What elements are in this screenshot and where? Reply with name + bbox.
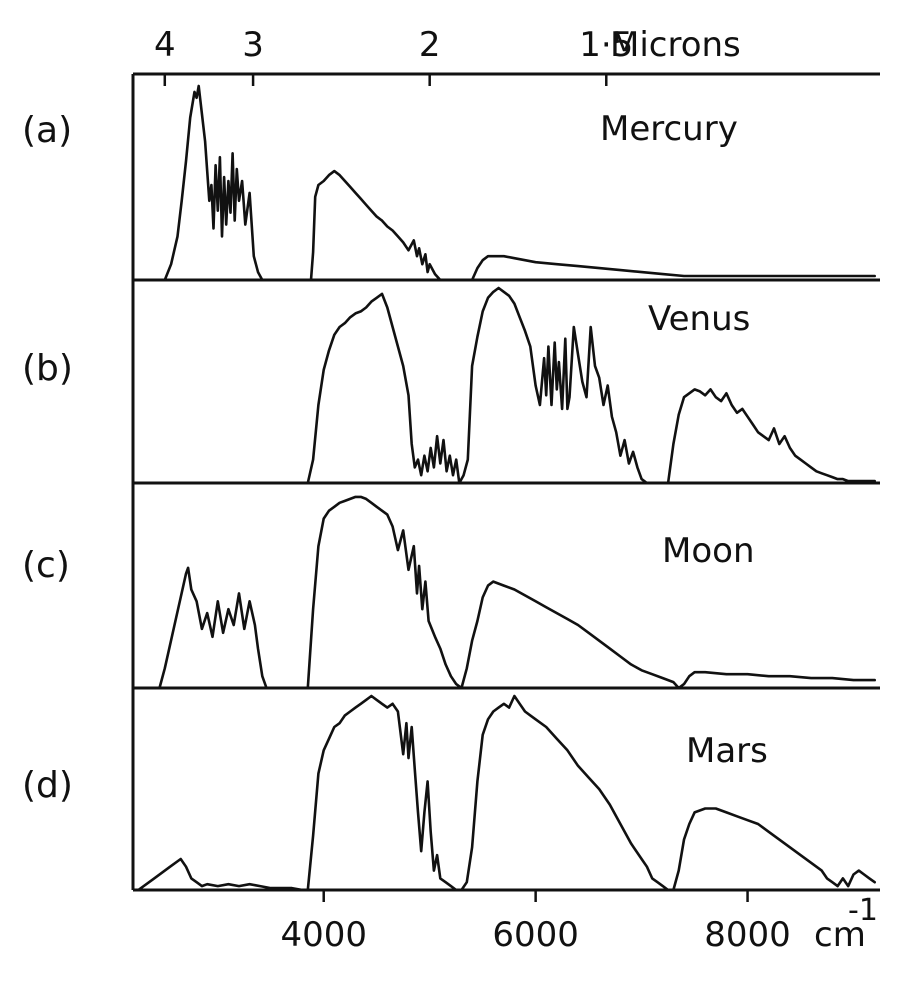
bottom-tick-label: 8000 bbox=[704, 915, 791, 955]
panel-tag-moon: (c) bbox=[22, 545, 70, 586]
bottom-wavenumber-axis: cm -1 4000 6000 8000 bbox=[280, 890, 878, 955]
panel-name-venus: Venus bbox=[648, 299, 750, 339]
top-tick-label: 3 bbox=[242, 25, 264, 65]
panel-tag-venus: (b) bbox=[22, 348, 73, 389]
panel-name-mercury: Mercury bbox=[600, 109, 738, 149]
panel-labels: (a) Mercury (b) Venus (c) Moon (d) Mars bbox=[22, 109, 768, 806]
bottom-axis-unit-exponent: -1 bbox=[848, 893, 878, 928]
bottom-tick-label: 4000 bbox=[280, 915, 367, 955]
top-tick-label: 4 bbox=[154, 25, 176, 65]
spectrum-trace-mercury bbox=[163, 84, 877, 282]
panel-tag-mercury: (a) bbox=[22, 110, 72, 151]
panel-name-mars: Mars bbox=[686, 731, 768, 771]
top-tick-label: 2 bbox=[419, 25, 441, 65]
plot-frame bbox=[131, 72, 880, 892]
spectrum-trace-venus bbox=[306, 286, 877, 485]
bottom-tick-label: 6000 bbox=[492, 915, 579, 955]
spectrum-trace-moon bbox=[158, 495, 877, 690]
top-axis-unit-label: Microns bbox=[610, 25, 741, 65]
spectrum-trace-mars bbox=[137, 694, 877, 892]
panel-tag-mars: (d) bbox=[22, 765, 73, 806]
top-tick-label: 1·5 bbox=[579, 25, 633, 65]
panel-name-moon: Moon bbox=[662, 531, 755, 571]
bottom-axis-unit-label: cm bbox=[814, 915, 866, 955]
top-wavelength-axis: Microns 4 3 2 1·5 bbox=[154, 25, 741, 86]
spectra-traces bbox=[137, 84, 877, 892]
